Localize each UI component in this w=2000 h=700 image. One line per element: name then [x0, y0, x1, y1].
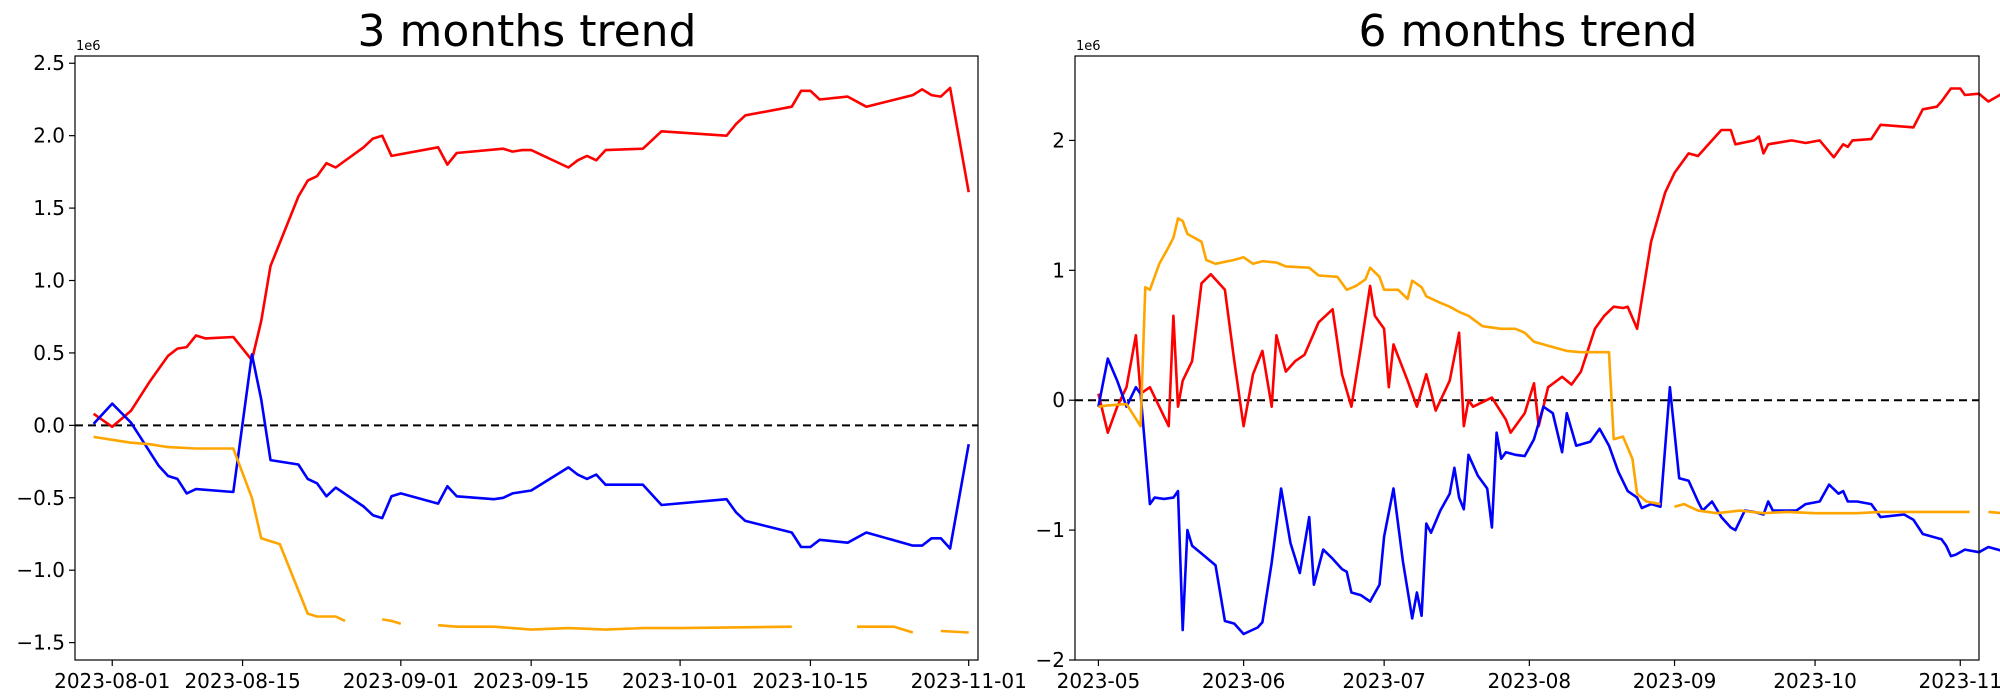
series-line: [1674, 502, 1970, 515]
series-line: [92, 353, 970, 550]
y-tick-label: 1: [1052, 258, 1065, 282]
y-tick-label: −0.5: [16, 486, 65, 510]
x-tick-label: 2023-10: [1773, 669, 1857, 693]
series-line: [437, 623, 792, 631]
y-tick-label: 0.5: [33, 341, 65, 365]
series-line: [1097, 87, 2000, 434]
x-tick-label: 2023-09-01: [343, 669, 459, 693]
x-tick-label: 2023-10-01: [622, 669, 738, 693]
x-tick-label: 2023-08: [1488, 669, 1572, 693]
y-tick-label: −1.5: [16, 631, 65, 655]
series-line: [1097, 357, 2000, 636]
series-line: [940, 629, 969, 634]
plot-area: −1.5 −1.0 −0.5 0.0 0.5 1.0 1.5 2.0 2.5 2023-08-01…: [16, 51, 1026, 693]
y-axis-offset-label: 1e6: [1076, 39, 1101, 54]
y-tick-label: −1: [1036, 518, 1065, 542]
series-line: [93, 435, 346, 623]
series-line: [857, 625, 914, 634]
y-axis-offset-label: 1e6: [76, 39, 101, 54]
x-tick-label: 2023-08-15: [184, 669, 300, 693]
y-tick-label: 2: [1052, 128, 1065, 152]
y-tick-label: −2: [1036, 648, 1065, 672]
plot-frame: [74, 55, 979, 661]
panel-3-months: 3 months trend 1e6 −1.5 −1.0 −0.5 0.0 0.5 1.0…: [16, 6, 1026, 693]
y-tick-label: 2.0: [33, 124, 65, 148]
y-tick-label: 0: [1052, 388, 1065, 412]
y-tick-label: 1.0: [33, 269, 65, 293]
y-tick-label: 1.5: [33, 196, 65, 220]
y-tick-label: −1.0: [16, 558, 65, 582]
series-line: [381, 618, 402, 626]
x-tick-label: 2023-08-01: [54, 669, 170, 693]
chart-title: 3 months trend: [358, 6, 697, 57]
series-line: [1098, 217, 1661, 506]
plot-area: −2 −1 0 1 2 2023-05 2023-06 2023-07 2023-08 2023-…: [1036, 55, 2000, 693]
chart-title: 6 months trend: [1359, 6, 1698, 57]
series-line: [92, 86, 970, 429]
x-tick-label: 2023-09: [1633, 669, 1717, 693]
x-tick-label: 2023-11-01: [911, 669, 1027, 693]
x-tick-label: 2023-10-15: [752, 669, 868, 693]
panel-6-months: 6 months trend 1e6 −2 −1 0 1 2 2023-05 2023-06…: [1036, 6, 2000, 693]
series-line: [1988, 510, 2000, 515]
x-tick-label: 2023-11: [1918, 669, 2000, 693]
x-tick-label: 2023-09-15: [473, 669, 589, 693]
x-tick-label: 2023-06: [1202, 669, 1286, 693]
x-tick-label: 2023-05: [1057, 669, 1141, 693]
x-tick-label: 2023-07: [1342, 669, 1426, 693]
y-tick-label: 2.5: [33, 51, 65, 75]
y-tick-label: 0.0: [33, 413, 65, 437]
plot-frame: [1074, 55, 1980, 661]
